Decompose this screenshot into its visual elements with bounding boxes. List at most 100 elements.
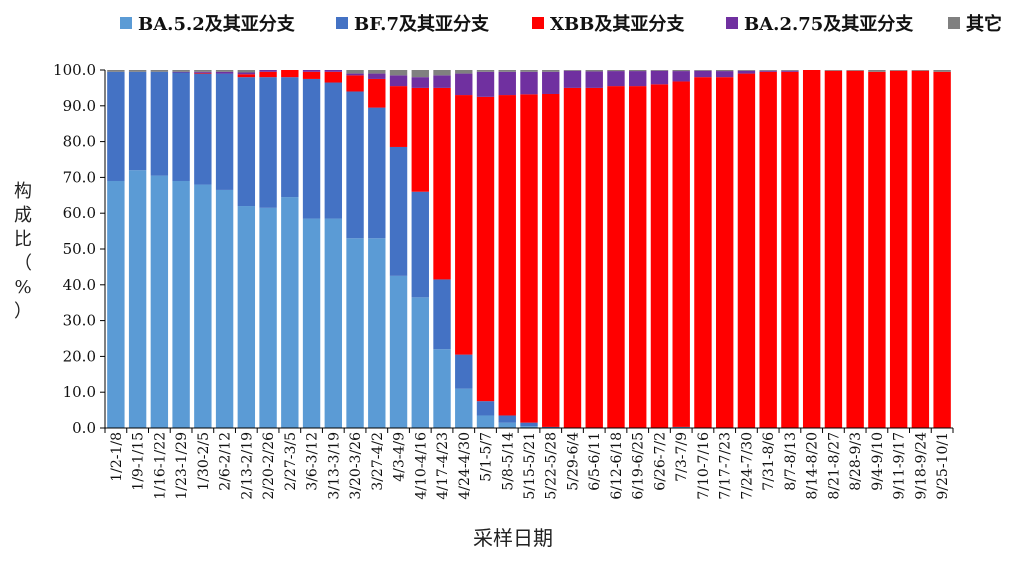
bar-segment: [846, 70, 864, 428]
bar-segment: [759, 71, 777, 428]
x-tick-label: 2/6-2/12: [218, 432, 234, 491]
x-tick-label: 8/21-8/27: [826, 432, 842, 500]
bar-segment: [715, 77, 734, 428]
bar-segment: [237, 77, 256, 207]
bar-segment: [368, 73, 386, 79]
bar-segment: [889, 70, 908, 428]
bar-segment: [476, 96, 495, 402]
bar-segment: [368, 107, 386, 239]
bar-segment: [150, 70, 169, 72]
legend-label-ba52: BA.5.2及其亚分支: [138, 14, 295, 35]
x-tick-label: 9/11-9/17: [892, 432, 908, 500]
bar-segment: [150, 175, 169, 428]
bar-segment: [411, 70, 429, 78]
bar-segment: [281, 197, 299, 428]
x-tick-label: 2/27-3/5: [283, 432, 299, 491]
bar-segment: [172, 72, 190, 181]
bar-segment: [433, 75, 451, 88]
x-tick-label: 4/10-4/16: [413, 432, 429, 500]
bar-segment: [259, 207, 277, 428]
legend-swatch-other: [948, 17, 960, 29]
x-tick-label: 9/4-9/10: [870, 432, 886, 491]
bar-segment: [563, 87, 582, 429]
legend-item-xbb: XBB及其亚分支: [532, 10, 684, 36]
bar-segment: [498, 415, 516, 423]
y-axis-title-char: ）: [14, 301, 32, 322]
legend-item-ba52: BA.5.2及其亚分支: [120, 10, 295, 36]
y-axis-title-char: 成: [14, 205, 32, 226]
bar-segment: [237, 70, 256, 73]
bar-segment: [302, 71, 321, 79]
bar-segment: [455, 388, 473, 428]
bar-segment: [194, 71, 212, 73]
legend: BA.5.2及其亚分支 BF.7及其亚分支 XBB及其亚分支 BA.2.75及其…: [0, 6, 1026, 40]
x-tick-label: 5/29-6/4: [565, 432, 581, 491]
bar-segment: [281, 77, 299, 198]
bar-segment: [868, 70, 886, 72]
bar-segment: [650, 70, 669, 85]
bar-segment: [498, 95, 516, 416]
bar-segment: [215, 189, 234, 428]
y-tick-label: 40.0: [63, 276, 96, 294]
y-axis-title: 构成比 （% ）: [8, 180, 38, 324]
bar-segment: [802, 70, 821, 428]
x-tick-label: 5/8-5/14: [500, 432, 516, 491]
bar-segment: [476, 415, 495, 428]
bar-segment: [694, 70, 712, 78]
bar-segment: [128, 70, 147, 72]
bar-segment: [759, 70, 777, 71]
y-tick-label: 80.0: [63, 133, 96, 151]
bar-segment: [476, 401, 495, 416]
bar-segment: [781, 70, 799, 72]
bar-segment: [629, 71, 647, 87]
bar-segment: [237, 206, 256, 428]
bar-segment: [737, 73, 756, 428]
bar-segment: [933, 71, 951, 428]
y-tick-label: 20.0: [63, 347, 96, 365]
bar-segment: [107, 70, 125, 72]
x-tick-label: 4/24-4/30: [457, 432, 473, 500]
legend-item-bf7: BF.7及其亚分支: [336, 10, 489, 36]
x-tick-label: 2/20-2/26: [261, 432, 277, 500]
y-axis-title-char: 构: [14, 181, 32, 202]
y-tick-label: 60.0: [63, 204, 96, 222]
bar-segment: [172, 70, 190, 72]
bar-segment: [476, 70, 495, 72]
y-axis-title-char: %: [14, 277, 32, 298]
bar-segment: [889, 70, 908, 71]
x-tick-label: 5/1-5/7: [479, 432, 495, 482]
bar-segment: [498, 71, 516, 96]
bar-segment: [607, 71, 625, 87]
x-tick-label: 4/3-4/9: [392, 432, 408, 482]
bar-segment: [324, 70, 343, 72]
legend-label-ba275: BA.2.75及其亚分支: [744, 14, 914, 35]
legend-label-xbb: XBB及其亚分支: [550, 14, 685, 35]
bar-segment: [563, 70, 582, 71]
bar-segment: [455, 354, 473, 389]
bar-segment: [846, 70, 864, 71]
x-tick-label: 4/17-4/23: [435, 432, 451, 500]
y-tick-label: 10.0: [63, 383, 96, 401]
x-axis-title: 采样日期: [473, 526, 553, 550]
bar-segment: [324, 218, 343, 428]
bar-segment: [672, 81, 690, 427]
x-tick-label: 7/10-7/16: [696, 432, 712, 500]
legend-item-other: 其它: [948, 10, 1002, 36]
bar-segment: [150, 71, 169, 176]
bar-segment: [128, 170, 147, 429]
bar-segment: [911, 70, 930, 428]
bar-segment: [172, 180, 190, 428]
bar-segment: [868, 71, 886, 428]
bar-segment: [824, 70, 843, 71]
bar-segment: [520, 70, 538, 72]
bar-segment: [911, 70, 930, 71]
bar-segment: [389, 275, 408, 428]
bar-segment: [585, 70, 603, 72]
bar-segment: [259, 77, 277, 208]
y-axis-title-char: （: [14, 253, 32, 274]
bar-segment: [433, 87, 451, 280]
bar-segment: [281, 70, 299, 78]
x-tick-label: 6/26-7/2: [652, 432, 668, 491]
bar-segment: [346, 238, 364, 428]
